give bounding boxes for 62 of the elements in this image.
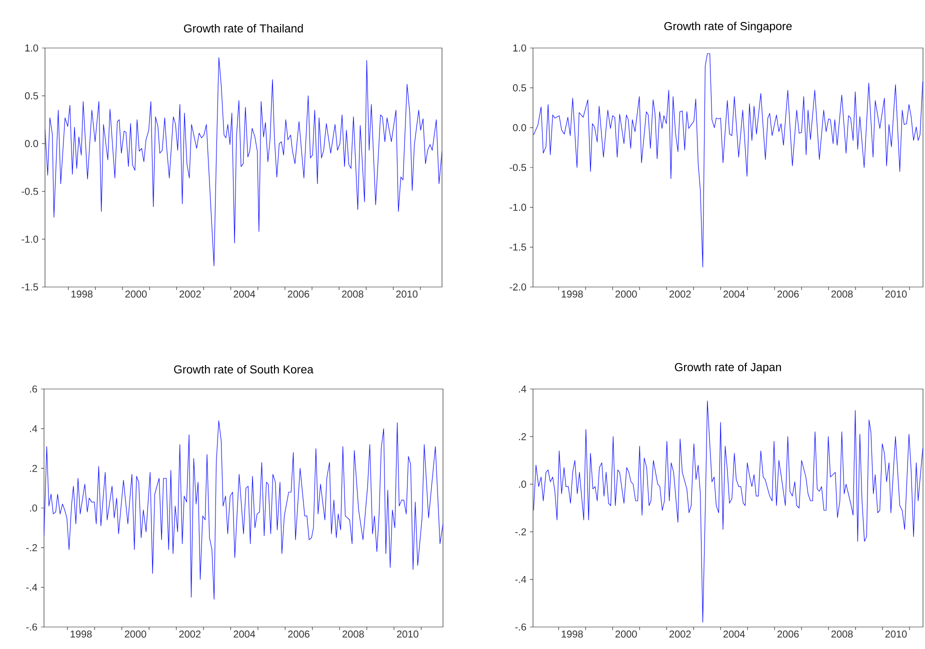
x-tick-label: 2010	[397, 630, 418, 638]
y-tick-label: 0.5	[24, 92, 38, 100]
y-tick-label: -.4	[26, 584, 38, 591]
x-tick-label: 2008	[342, 630, 364, 638]
x-tick-label: 2006	[288, 630, 310, 638]
y-tick-label: .2	[519, 433, 526, 440]
y-tick-label: -1.0	[510, 204, 526, 211]
chart-title: Growth rate of Thailand	[184, 24, 303, 32]
x-tick-label: 2004	[234, 290, 256, 298]
y-tick-label: -.4	[515, 576, 526, 583]
y-tick-label: -1.5	[510, 244, 526, 251]
x-tick-label: 2008	[831, 630, 853, 638]
y-tick-label: -0.5	[22, 188, 38, 195]
y-tick-label: 0.0	[24, 140, 38, 148]
x-tick-label: 2008	[831, 290, 853, 298]
y-tick-label: -.6	[26, 623, 38, 631]
chart-title: Growth rate of Japan	[674, 362, 781, 374]
y-tick-label: .4	[519, 386, 526, 392]
y-tick-label: .0	[30, 504, 38, 512]
x-tick-label: 2006	[777, 290, 799, 298]
y-tick-label: -1.5	[22, 284, 38, 290]
y-tick-label: .4	[30, 425, 38, 432]
x-tick-label: 2006	[777, 630, 799, 638]
y-tick-label: 0.0	[512, 124, 526, 132]
x-tick-label: 2002	[669, 290, 691, 298]
x-tick-label: 2010	[885, 290, 907, 298]
line-series	[533, 400, 924, 623]
y-tick-label: -0.5	[510, 164, 526, 172]
x-tick-label: 1998	[562, 290, 583, 298]
x-tick-label: 1998	[70, 630, 92, 638]
x-tick-label: 1998	[71, 290, 93, 298]
x-tick-label: 2002	[669, 630, 691, 638]
x-tick-label: 2008	[342, 290, 364, 298]
y-tick-label: 1.0	[25, 44, 38, 52]
line-series	[533, 53, 924, 268]
y-tick-label: .2	[30, 464, 37, 472]
x-tick-label: 1998	[562, 630, 583, 638]
y-tick-label: .0	[519, 480, 526, 488]
x-tick-label: 2000	[616, 290, 637, 298]
x-tick-label: 2004	[234, 630, 256, 638]
chart-title: Growth rate of Singapore	[664, 22, 792, 32]
y-tick-label: -2.0	[510, 283, 526, 291]
line-series	[45, 57, 442, 266]
y-tick-label: .6	[30, 385, 38, 393]
x-tick-label: 2006	[288, 290, 310, 298]
x-tick-label: 2000	[124, 630, 146, 638]
x-tick-label: 2002	[179, 630, 201, 638]
line-series	[44, 420, 444, 600]
y-tick-label: 1.0	[513, 44, 526, 52]
y-tick-label: -1.0	[22, 236, 38, 243]
y-tick-label: -.2	[26, 544, 37, 552]
chart-title: Growth rate of South Korea	[174, 365, 314, 374]
y-tick-label: -.2	[515, 528, 526, 536]
x-tick-label: 2000	[125, 290, 147, 298]
x-tick-label: 2010	[885, 630, 907, 638]
x-tick-label: 2002	[180, 290, 201, 298]
y-tick-label: -.6	[515, 623, 526, 631]
y-tick-label: 0.5	[512, 84, 526, 92]
x-tick-label: 2010	[396, 290, 418, 298]
x-tick-label: 2000	[616, 630, 637, 638]
x-tick-label: 2004	[723, 290, 745, 298]
x-tick-label: 2004	[723, 630, 745, 638]
